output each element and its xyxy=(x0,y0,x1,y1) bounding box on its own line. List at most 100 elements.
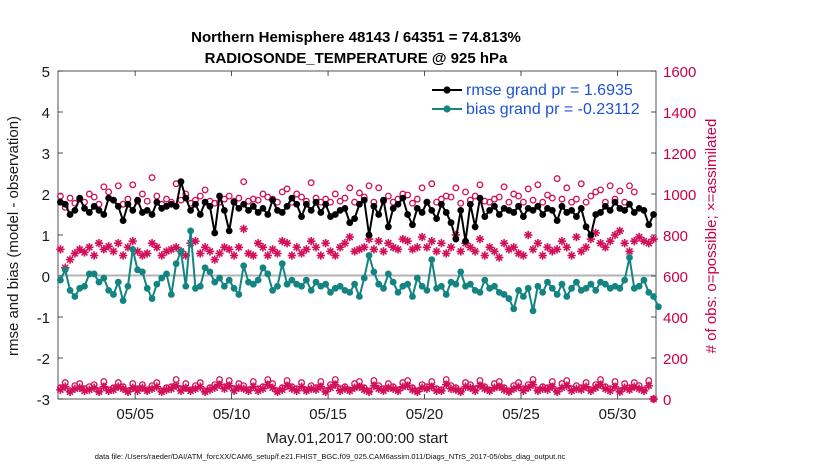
bias-point xyxy=(119,297,127,304)
rmse-point xyxy=(110,196,117,204)
surface-assimilated-point-stroke xyxy=(375,385,383,393)
rmse-point xyxy=(143,207,151,214)
possible-obs-point xyxy=(278,188,286,196)
surface-assimilated-point-stroke xyxy=(138,384,146,392)
surface-assimilated-point-stroke xyxy=(476,382,484,390)
rmse-point xyxy=(249,202,257,210)
assimilated-obs-point-stroke xyxy=(379,247,388,255)
surface-assimilated-point-stroke xyxy=(230,387,238,395)
surface-assimilated-point xyxy=(649,394,658,404)
assimilated-obs-point-stroke xyxy=(331,251,339,260)
assimilated-obs-point xyxy=(413,243,422,252)
surface-assimilated-point xyxy=(470,386,480,395)
rmse-point xyxy=(61,200,69,208)
rmse-point xyxy=(394,200,402,208)
surface-assimilated-point-stroke xyxy=(650,395,658,403)
possible-obs-point xyxy=(341,194,349,202)
bias-point xyxy=(534,282,542,290)
rmse-point xyxy=(81,204,88,212)
bias-point xyxy=(505,295,513,302)
rmse-point xyxy=(317,209,325,216)
assimilated-obs-point-stroke xyxy=(601,243,609,251)
assimilated-obs-point xyxy=(234,243,244,252)
surface-assimilated-point-stroke xyxy=(587,387,595,395)
x-axis-label: May.01,2017 00:00:00 start xyxy=(266,430,448,447)
assimilated-obs-point-stroke xyxy=(254,239,262,247)
assimilated-obs-point-stroke xyxy=(510,243,518,251)
assimilated-obs-point-stroke xyxy=(302,245,310,253)
surface-assimilated-point-stroke xyxy=(625,386,634,394)
surface-assimilated-point xyxy=(413,387,422,397)
assimilated-obs-point-stroke xyxy=(249,251,257,260)
surface-assimilated-point-stroke xyxy=(240,385,248,393)
assimilated-obs-point xyxy=(403,236,412,246)
surface-assimilated-point-stroke xyxy=(437,387,445,395)
assimilated-obs-point xyxy=(292,243,301,252)
possible-obs-point xyxy=(85,190,93,198)
assimilated-obs-point-stroke xyxy=(119,251,127,260)
rmse-point xyxy=(312,198,320,206)
assimilated-obs-point-stroke xyxy=(529,245,537,253)
rmse-point xyxy=(220,207,228,214)
surface-assimilated-point xyxy=(548,382,557,391)
bias-point xyxy=(254,276,262,284)
surface-assimilated-point-stroke xyxy=(172,382,180,390)
assimilated-obs-point-stroke xyxy=(418,233,426,241)
surface-assimilated-point-stroke xyxy=(346,387,354,395)
left-tick-label: 2 xyxy=(42,187,50,204)
bias-point xyxy=(626,254,633,261)
bias-point xyxy=(519,293,527,300)
assimilated-obs-point xyxy=(442,249,451,258)
surface-assimilated-point xyxy=(639,386,649,395)
bias-point xyxy=(640,276,648,284)
assimilated-obs-point xyxy=(374,236,383,246)
bias-point xyxy=(167,291,175,298)
bias-point xyxy=(476,289,484,296)
possible-obs-point xyxy=(163,195,170,203)
assimilated-obs-point-stroke xyxy=(375,237,383,245)
bias-point xyxy=(124,282,132,290)
rmse-point xyxy=(606,207,614,214)
surface-assimilated-point xyxy=(437,386,446,395)
rmse-point xyxy=(100,211,108,218)
legend-rmse-label: rmse grand pr = 1.6935 xyxy=(466,82,633,99)
assimilated-obs-point-stroke xyxy=(143,249,151,257)
bias-point xyxy=(269,286,277,294)
possible-obs-point xyxy=(143,197,151,205)
rmse-point xyxy=(153,198,161,206)
rmse-point xyxy=(269,196,277,204)
rmse-point xyxy=(278,209,286,216)
possible-obs-point xyxy=(365,182,373,190)
assimilated-obs-point xyxy=(538,251,547,260)
surface-assimilated-point-stroke xyxy=(495,383,503,391)
assimilated-obs-point-stroke xyxy=(457,247,465,255)
assimilated-obs-point xyxy=(85,243,94,252)
surface-assimilated-point-stroke xyxy=(76,384,84,392)
bias-point xyxy=(394,289,402,296)
assimilated-obs-point xyxy=(379,247,388,256)
surface-assimilated-point xyxy=(355,382,364,391)
rmse-point xyxy=(322,200,330,208)
assimilated-obs-point xyxy=(229,251,239,260)
assimilated-obs-point xyxy=(311,243,321,252)
assimilated-obs-point-stroke xyxy=(413,243,421,251)
possible-obs-point xyxy=(336,197,344,205)
rmse-point xyxy=(437,200,445,208)
surface-assimilated-point-stroke xyxy=(225,382,233,390)
rmse-point xyxy=(418,209,426,216)
bias-point xyxy=(568,284,576,292)
surface-assimilated-point xyxy=(321,387,330,397)
surface-assimilated-point-stroke xyxy=(100,383,108,391)
assimilated-obs-point-stroke xyxy=(326,247,335,255)
bias-point xyxy=(380,284,387,292)
possible-obs-point xyxy=(447,193,455,201)
bias-point xyxy=(384,270,392,278)
assimilated-obs-point xyxy=(567,251,576,260)
possible-obs-point xyxy=(283,185,291,193)
rmse-point xyxy=(486,207,494,214)
surface-assimilated-point-stroke xyxy=(379,387,388,395)
possible-obs-point xyxy=(298,193,305,201)
assimilated-obs-point-stroke xyxy=(389,243,397,251)
assimilated-obs-point xyxy=(70,249,80,258)
assimilated-obs-point-stroke xyxy=(519,251,527,260)
